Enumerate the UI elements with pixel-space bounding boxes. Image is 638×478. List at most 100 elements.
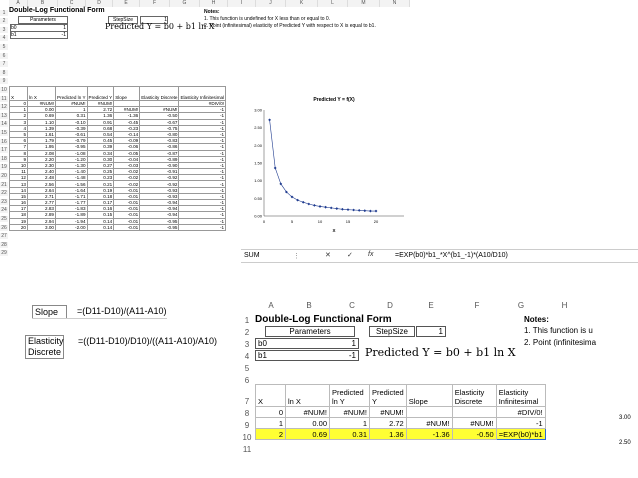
row-header-6[interactable]: 6 xyxy=(0,52,8,59)
zoom-table-header-cell[interactable]: X xyxy=(255,384,286,407)
zoom-table-header-cell[interactable]: Predicted Y xyxy=(369,384,407,407)
zoom-row-header-4[interactable]: 4 xyxy=(244,352,250,361)
table-cell[interactable]: -2.00 xyxy=(55,223,88,231)
data-point[interactable] xyxy=(329,206,333,210)
table-header-cell[interactable]: Elasticity Infinitesimal xyxy=(178,86,227,101)
zoom-column-header-H[interactable]: H xyxy=(561,301,568,310)
column-header-N[interactable]: N xyxy=(380,0,410,7)
zoom-row-header-7[interactable]: 7 xyxy=(244,397,250,406)
data-point[interactable] xyxy=(313,204,316,207)
zoom-table-cell[interactable]: 2.72 xyxy=(369,417,407,429)
scatter-chart[interactable]: Predicted Y = f(X) 0.00 0.50 1.00 1.50 2.00 2.… xyxy=(244,92,412,238)
data-point[interactable] xyxy=(318,205,322,208)
zoom-row-header-3[interactable]: 3 xyxy=(244,340,250,349)
row-header-1[interactable]: 1 xyxy=(0,9,8,16)
row-header-3[interactable]: 3 xyxy=(0,26,8,33)
enter-icon[interactable]: ✓ xyxy=(347,252,353,259)
zoom-b1-value[interactable]: -1 xyxy=(348,351,356,360)
zoom-row-header-10[interactable]: 10 xyxy=(242,433,252,442)
data-point[interactable] xyxy=(279,182,283,186)
data-point[interactable] xyxy=(357,208,361,212)
row-header-21[interactable]: 21 xyxy=(0,181,8,188)
data-point[interactable] xyxy=(363,209,367,213)
row-header-16[interactable]: 16 xyxy=(0,138,8,145)
zoom-table-cell[interactable]: #NUM! xyxy=(329,406,370,418)
column-header-B[interactable]: B xyxy=(28,0,58,7)
zoom-table-cell[interactable]: #NUM! xyxy=(405,417,453,429)
data-point[interactable] xyxy=(341,207,344,211)
row-header-5[interactable]: 5 xyxy=(0,44,8,50)
data-point[interactable] xyxy=(335,207,339,210)
row-header-17[interactable]: 17 xyxy=(0,147,8,154)
table-cell[interactable]: 0.14 xyxy=(86,223,115,231)
zoom-table-header-cell[interactable]: ln X xyxy=(285,384,330,407)
row-header-18[interactable]: 18 xyxy=(0,155,8,162)
row-header-2[interactable]: 2 xyxy=(0,18,8,25)
zoom-table-cell[interactable]: 1 xyxy=(329,417,370,429)
column-header-J[interactable]: J xyxy=(256,0,286,7)
column-header-M[interactable]: M xyxy=(348,0,380,7)
zoom-row-header-6[interactable]: 6 xyxy=(244,376,250,385)
row-header-12[interactable]: 12 xyxy=(0,104,8,111)
column-header-G[interactable]: G xyxy=(170,0,200,7)
row-header-24[interactable]: 24 xyxy=(0,207,8,214)
zoom-table-cell[interactable]: =EXP(b0)*b1 xyxy=(495,428,546,440)
zoom-column-header-G[interactable]: G xyxy=(517,301,525,310)
data-point[interactable] xyxy=(369,209,372,213)
zoom-table-cell[interactable]: #NUM! xyxy=(451,417,497,429)
stepsize-value[interactable]: 1 xyxy=(140,16,168,24)
zoom-table-header-cell[interactable]: Predicted ln Y xyxy=(329,384,370,407)
row-header-10[interactable]: 10 xyxy=(0,87,8,93)
zoom-row-header-9[interactable]: 9 xyxy=(244,421,250,430)
zoom-column-header-C[interactable]: C xyxy=(349,301,355,310)
zoom-row-header-2[interactable]: 2 xyxy=(244,328,250,337)
data-point[interactable] xyxy=(268,118,271,122)
zoom-table-cell[interactable] xyxy=(405,406,453,418)
data-point[interactable] xyxy=(296,198,299,202)
zoom-row-header-1[interactable]: 1 xyxy=(244,316,250,325)
zoom-row-header-11[interactable]: 11 xyxy=(242,445,252,454)
zoom-column-header-A[interactable]: A xyxy=(268,301,274,310)
column-header-F[interactable]: F xyxy=(140,0,170,7)
column-header-H[interactable]: H xyxy=(200,0,228,7)
data-point[interactable] xyxy=(352,208,355,212)
row-header-14[interactable]: 14 xyxy=(0,121,8,128)
column-header-I[interactable]: I xyxy=(228,0,256,7)
row-header-26[interactable]: 26 xyxy=(0,224,8,231)
row-header-20[interactable]: 20 xyxy=(0,173,8,179)
table-header-cell[interactable]: Predicted Y xyxy=(86,86,115,101)
b0-value[interactable]: 1 xyxy=(63,25,66,31)
zoom-stepsize-value[interactable]: 1 xyxy=(416,326,446,337)
row-header-11[interactable]: 11 xyxy=(0,95,8,102)
column-header-A[interactable]: A xyxy=(9,0,28,7)
table-cell[interactable]: 3.00 xyxy=(27,223,56,231)
table-cell[interactable]: -0.95 xyxy=(139,223,180,231)
zoom-column-header-E[interactable]: E xyxy=(428,301,434,310)
row-header-22[interactable]: 22 xyxy=(0,190,8,197)
zoom-column-header-F[interactable]: F xyxy=(474,301,480,310)
row-header-9[interactable]: 9 xyxy=(0,78,8,85)
table-header-cell[interactable]: Elasticity Discrete xyxy=(139,86,180,101)
zoom-table-cell[interactable]: 1 xyxy=(255,417,286,429)
zoom-table-cell[interactable]: 2 xyxy=(255,428,286,440)
zoom-table-cell[interactable]: 0 xyxy=(255,406,286,418)
data-point[interactable] xyxy=(374,209,378,213)
row-header-4[interactable]: 4 xyxy=(0,35,8,42)
zoom-table-cell[interactable]: -0.50 xyxy=(451,428,497,440)
row-header-25[interactable]: 25 xyxy=(0,216,8,222)
table-header-cell[interactable]: X xyxy=(9,86,28,101)
table-header-cell[interactable]: Predicted ln Y xyxy=(55,86,88,101)
zoom-table-cell[interactable]: #NUM! xyxy=(285,406,330,418)
row-header-29[interactable]: 29 xyxy=(0,250,8,257)
zoom-row-header-8[interactable]: 8 xyxy=(244,409,250,418)
zoom-table-cell[interactable]: 1.36 xyxy=(369,428,407,440)
data-point[interactable] xyxy=(285,190,288,194)
table-cell[interactable]: 20 xyxy=(9,223,28,231)
column-header-D[interactable]: D xyxy=(86,0,113,7)
table-cell[interactable]: -1 xyxy=(178,223,227,231)
row-header-15[interactable]: 15 xyxy=(0,130,8,136)
table-header-cell[interactable]: ln X xyxy=(27,86,56,101)
function-icon[interactable]: fx xyxy=(368,251,374,258)
zoom-table-cell[interactable]: #DIV/0! xyxy=(495,406,546,418)
data-point[interactable] xyxy=(324,205,327,209)
